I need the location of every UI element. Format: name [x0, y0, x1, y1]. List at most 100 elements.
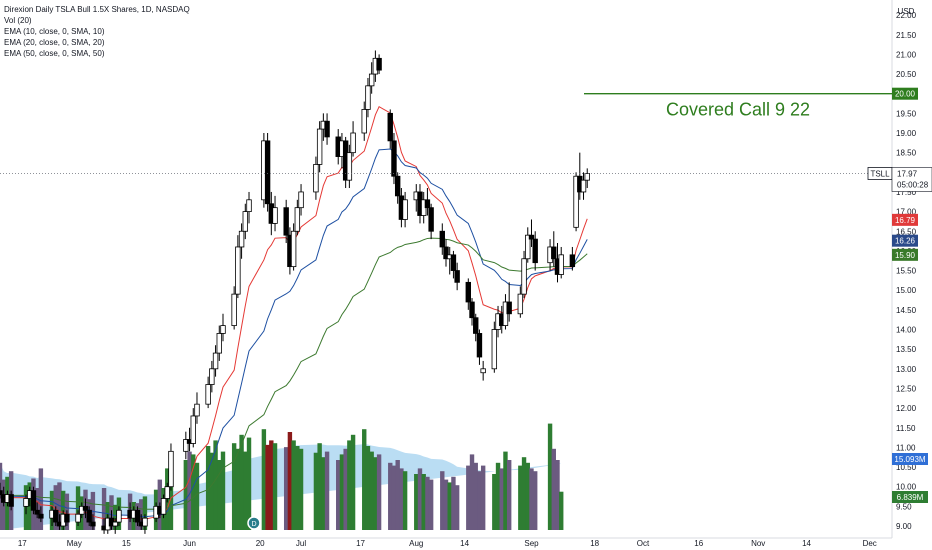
- ema-value-tag: [892, 234, 918, 247]
- candle-body: [346, 152, 353, 181]
- volume-value-tag: [892, 491, 928, 503]
- volume-bar: [235, 448, 241, 530]
- x-tick-label: 15: [122, 539, 131, 548]
- candle-body: [231, 293, 237, 326]
- y-tick-label: 15.50: [896, 267, 917, 276]
- volume-bar: [388, 462, 393, 530]
- volume-bar: [295, 446, 300, 530]
- volume-bar: [183, 460, 189, 530]
- volume-bar: [38, 468, 44, 530]
- candle-body: [580, 179, 587, 193]
- volume-bar: [243, 451, 248, 530]
- candle-body: [164, 486, 170, 499]
- candle-body: [216, 333, 222, 354]
- candle-body: [194, 403, 200, 417]
- ema-value-text: 16.79: [895, 216, 916, 225]
- volume-bar: [443, 479, 449, 530]
- volume-bar: [547, 423, 553, 530]
- chart-title: Direxion Daily TSLA Bull 1.5X Shares, 1D…: [4, 5, 190, 14]
- volume-bar: [425, 476, 430, 530]
- legend-volume: Vol (20): [4, 16, 32, 25]
- candle-body: [294, 207, 301, 232]
- candle-body: [209, 368, 215, 385]
- volume-bar: [499, 468, 504, 530]
- candle-body: [391, 140, 397, 177]
- candle-body: [0, 490, 3, 495]
- candle-body: [528, 234, 535, 240]
- candle-body: [290, 230, 297, 268]
- x-tick-label: Jul: [296, 539, 306, 548]
- candle-body: [465, 281, 471, 303]
- volume-bar: [376, 454, 382, 530]
- chart-legend: Direxion Daily TSLA Bull 1.5X Shares, 1D…: [4, 4, 190, 59]
- legend-ema20: EMA (20, close, 0, SMA, 20): [4, 38, 105, 47]
- covered-call-label: Covered Call 9 22: [666, 100, 810, 120]
- volume-bar: [373, 457, 378, 530]
- candle-body: [283, 207, 289, 236]
- candle-body: [8, 494, 14, 507]
- ema50-line: [0, 237, 588, 510]
- volume-bar: [529, 468, 534, 530]
- y-tick-label: 13.50: [896, 345, 917, 354]
- x-tick-label: 16: [694, 539, 703, 548]
- candle-body: [168, 450, 174, 488]
- candle-body: [517, 293, 524, 315]
- y-tick-label: 17.50: [896, 188, 917, 197]
- candle-body: [402, 199, 408, 220]
- candle-body: [376, 57, 382, 71]
- candle-body: [558, 254, 564, 275]
- volume-bar: [525, 462, 530, 530]
- legend-ema50: EMA (50, close, 0, SMA, 50): [4, 49, 105, 58]
- volume-bar: [417, 468, 423, 530]
- volume-value-text: 6.839M: [897, 493, 924, 502]
- candle-body: [361, 109, 367, 134]
- candle-body: [86, 509, 92, 523]
- candle-body: [112, 521, 118, 527]
- volume-bar: [447, 482, 452, 530]
- y-tick-label: 14.50: [896, 306, 917, 315]
- y-tick-label: 12.50: [896, 384, 917, 393]
- symbol-label: TSLL: [870, 169, 890, 178]
- volume-value-text: 15.093M: [894, 455, 925, 464]
- volume-bar: [168, 457, 174, 530]
- x-tick-label: 17: [356, 539, 365, 548]
- candle-body: [38, 513, 44, 519]
- volume-bar: [324, 451, 330, 530]
- y-tick-label: 14.00: [896, 326, 917, 335]
- candle-body: [212, 352, 219, 370]
- volume-bar: [350, 434, 356, 530]
- y-tick-label: 10.00: [896, 483, 917, 492]
- x-tick-label: Aug: [409, 539, 423, 548]
- candle-body: [272, 207, 278, 224]
- volume-bar: [269, 440, 274, 530]
- volume-bar: [347, 440, 352, 530]
- candle-body: [75, 513, 81, 523]
- last-price-tag: [891, 167, 932, 192]
- x-tick-label: 17: [18, 539, 27, 548]
- volume-bar: [231, 443, 237, 530]
- last-price-text: 17.97: [897, 169, 918, 178]
- volume-bar: [551, 448, 556, 530]
- volume-bar: [521, 457, 527, 530]
- x-tick-label: Oct: [637, 539, 650, 548]
- candle-body: [142, 517, 148, 527]
- y-tick-label: 16.50: [896, 227, 917, 236]
- candle-body: [134, 509, 141, 523]
- volume-bar: [239, 434, 244, 530]
- candle-body: [238, 230, 245, 248]
- x-tick-label: Nov: [751, 539, 765, 548]
- volume-bar: [339, 454, 345, 530]
- y-tick-label: 11.00: [896, 443, 916, 452]
- volume-bar: [194, 462, 200, 530]
- candle-body: [30, 490, 37, 511]
- candle-body: [476, 333, 483, 358]
- ema-value-tag: [892, 248, 918, 261]
- y-tick-label: 21.50: [896, 31, 917, 40]
- volume-bar: [492, 474, 497, 530]
- candle-body: [183, 439, 189, 452]
- volume-bar: [191, 454, 196, 530]
- x-tick-label: 20: [256, 539, 265, 548]
- volume-bar: [261, 429, 267, 530]
- candle-body: [521, 258, 527, 295]
